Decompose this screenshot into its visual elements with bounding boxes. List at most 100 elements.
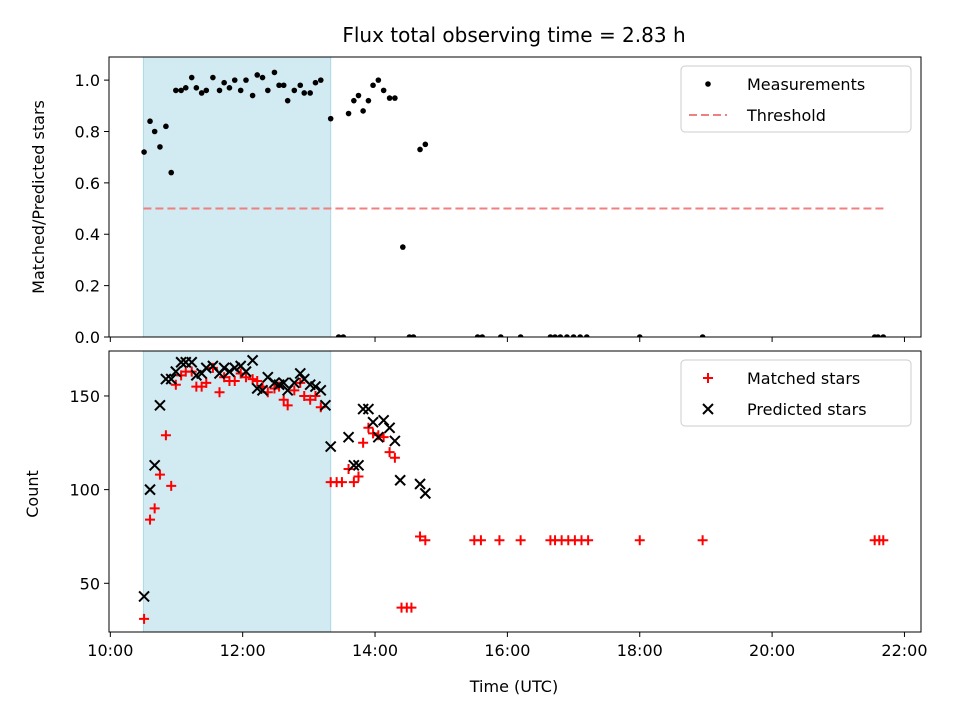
matched-stars-point <box>170 379 181 390</box>
top-y-axis-label: Matched/Predicted stars <box>29 100 48 294</box>
matched-stars-point <box>207 362 218 373</box>
measurements-point <box>221 79 227 86</box>
axes-frame <box>108 56 922 338</box>
legend-label: Predicted stars <box>747 400 867 419</box>
measurements-point <box>547 334 554 337</box>
measurements-point <box>360 108 366 114</box>
measurements-point <box>231 77 238 83</box>
predicted-stars-point <box>414 478 426 490</box>
measurements-point <box>210 74 216 81</box>
matched-stars-point <box>634 535 645 546</box>
measurements-point <box>340 334 347 337</box>
legend-box <box>680 359 912 427</box>
matched-stars-point <box>389 452 400 463</box>
measurements-point <box>392 95 398 101</box>
bottom-panel: 50 100 150 10:00 12:00 14:00 16:00 18:00 20:00 22… <box>69 350 928 660</box>
predicted-stars-point <box>154 399 166 412</box>
measurements-point <box>163 123 169 130</box>
measurements-point <box>474 334 481 337</box>
measurements-point <box>226 85 233 91</box>
predicted-stars-point <box>324 440 337 453</box>
x-tick-label: 20:00 <box>749 641 795 660</box>
measurements-point <box>237 87 244 94</box>
legend: Measurements Threshold <box>680 65 912 133</box>
matched-stars-point <box>240 372 251 383</box>
predicted-stars-point <box>315 384 327 397</box>
predicted-stars-point <box>352 459 365 471</box>
x-tick-label: 18:00 <box>617 641 663 660</box>
measurements-point <box>182 85 189 91</box>
bottom-y-axis-label: Count <box>23 470 42 518</box>
observing-span-shade <box>142 350 332 633</box>
matched-stars-point <box>299 390 310 401</box>
measurements-point <box>699 334 706 337</box>
measurements-point <box>317 77 324 83</box>
legend-label: Measurements <box>747 75 865 94</box>
matched-stars-point <box>583 535 594 546</box>
predicted-stars-point <box>377 414 390 427</box>
measurements-point <box>284 97 291 104</box>
measurements-point <box>365 97 372 104</box>
x-axis-label: Time (UTC) <box>469 677 558 696</box>
measurements-point <box>400 244 406 250</box>
predicted-stars-point <box>394 474 406 486</box>
matched-stars-point <box>368 428 379 439</box>
matched-stars-point <box>154 469 165 480</box>
measurements-point <box>584 334 590 337</box>
measurements-point <box>280 82 287 89</box>
measurements-point <box>259 74 266 81</box>
matched-stars-point <box>475 535 486 546</box>
plot-area <box>138 354 889 624</box>
matched-stars-point <box>363 422 374 433</box>
predicted-stars-point <box>419 487 432 500</box>
predicted-stars-point <box>138 590 150 603</box>
measurements-point <box>301 90 308 96</box>
matched-stars-point <box>282 400 293 411</box>
measurements-point <box>198 90 205 96</box>
matched-stars-point <box>166 480 177 491</box>
y-tick-label: 1.0 <box>75 71 100 90</box>
top-panel: 0.0 0.2 0.4 0.6 0.8 1.0 Measurements Threshold <box>75 56 922 347</box>
measurements-point <box>297 82 304 89</box>
legend-marker <box>705 81 711 87</box>
axes-frame <box>108 350 922 633</box>
matched-stars-point <box>145 514 156 525</box>
legend-marker <box>703 373 713 383</box>
matched-stars-point <box>247 374 258 385</box>
measurements-point <box>410 334 417 337</box>
matched-stars-point <box>229 375 240 386</box>
predicted-stars-point <box>288 377 301 389</box>
measurements-point <box>193 85 200 91</box>
measurements-point <box>417 146 423 153</box>
measurements-point <box>291 87 298 94</box>
predicted-stars-point <box>342 431 355 443</box>
matched-stars-point <box>697 535 708 546</box>
matched-stars-point <box>406 602 417 613</box>
measurements-point <box>216 87 223 94</box>
matched-stars-point <box>384 447 395 458</box>
measurements-point <box>351 97 357 104</box>
predicted-stars-point <box>309 380 322 393</box>
matched-stars-point <box>358 437 369 448</box>
measurements-point <box>254 72 261 78</box>
x-tick-label: 22:00 <box>881 641 927 660</box>
predicted-stars-point <box>144 483 156 496</box>
predicted-stars-point <box>367 416 379 428</box>
measurements-point <box>557 334 564 337</box>
predicted-stars-point <box>357 403 369 415</box>
measurements-point <box>157 144 163 150</box>
measurements-point <box>552 334 558 337</box>
measurements-point <box>345 110 352 117</box>
y-tick-label: 0.4 <box>75 225 100 244</box>
chart-title: Flux total observing time = 2.83 h <box>342 23 685 47</box>
matched-stars-point <box>378 432 389 443</box>
predicted-stars-point <box>372 431 385 443</box>
measurements-point <box>188 74 195 81</box>
matched-stars-point <box>310 390 321 401</box>
predicted-stars-point <box>256 384 269 397</box>
y-tick-label: 0.0 <box>75 328 100 347</box>
y-tick-label: 0.2 <box>75 277 100 296</box>
matched-stars-point <box>160 430 171 441</box>
predicted-stars-point <box>165 373 177 385</box>
